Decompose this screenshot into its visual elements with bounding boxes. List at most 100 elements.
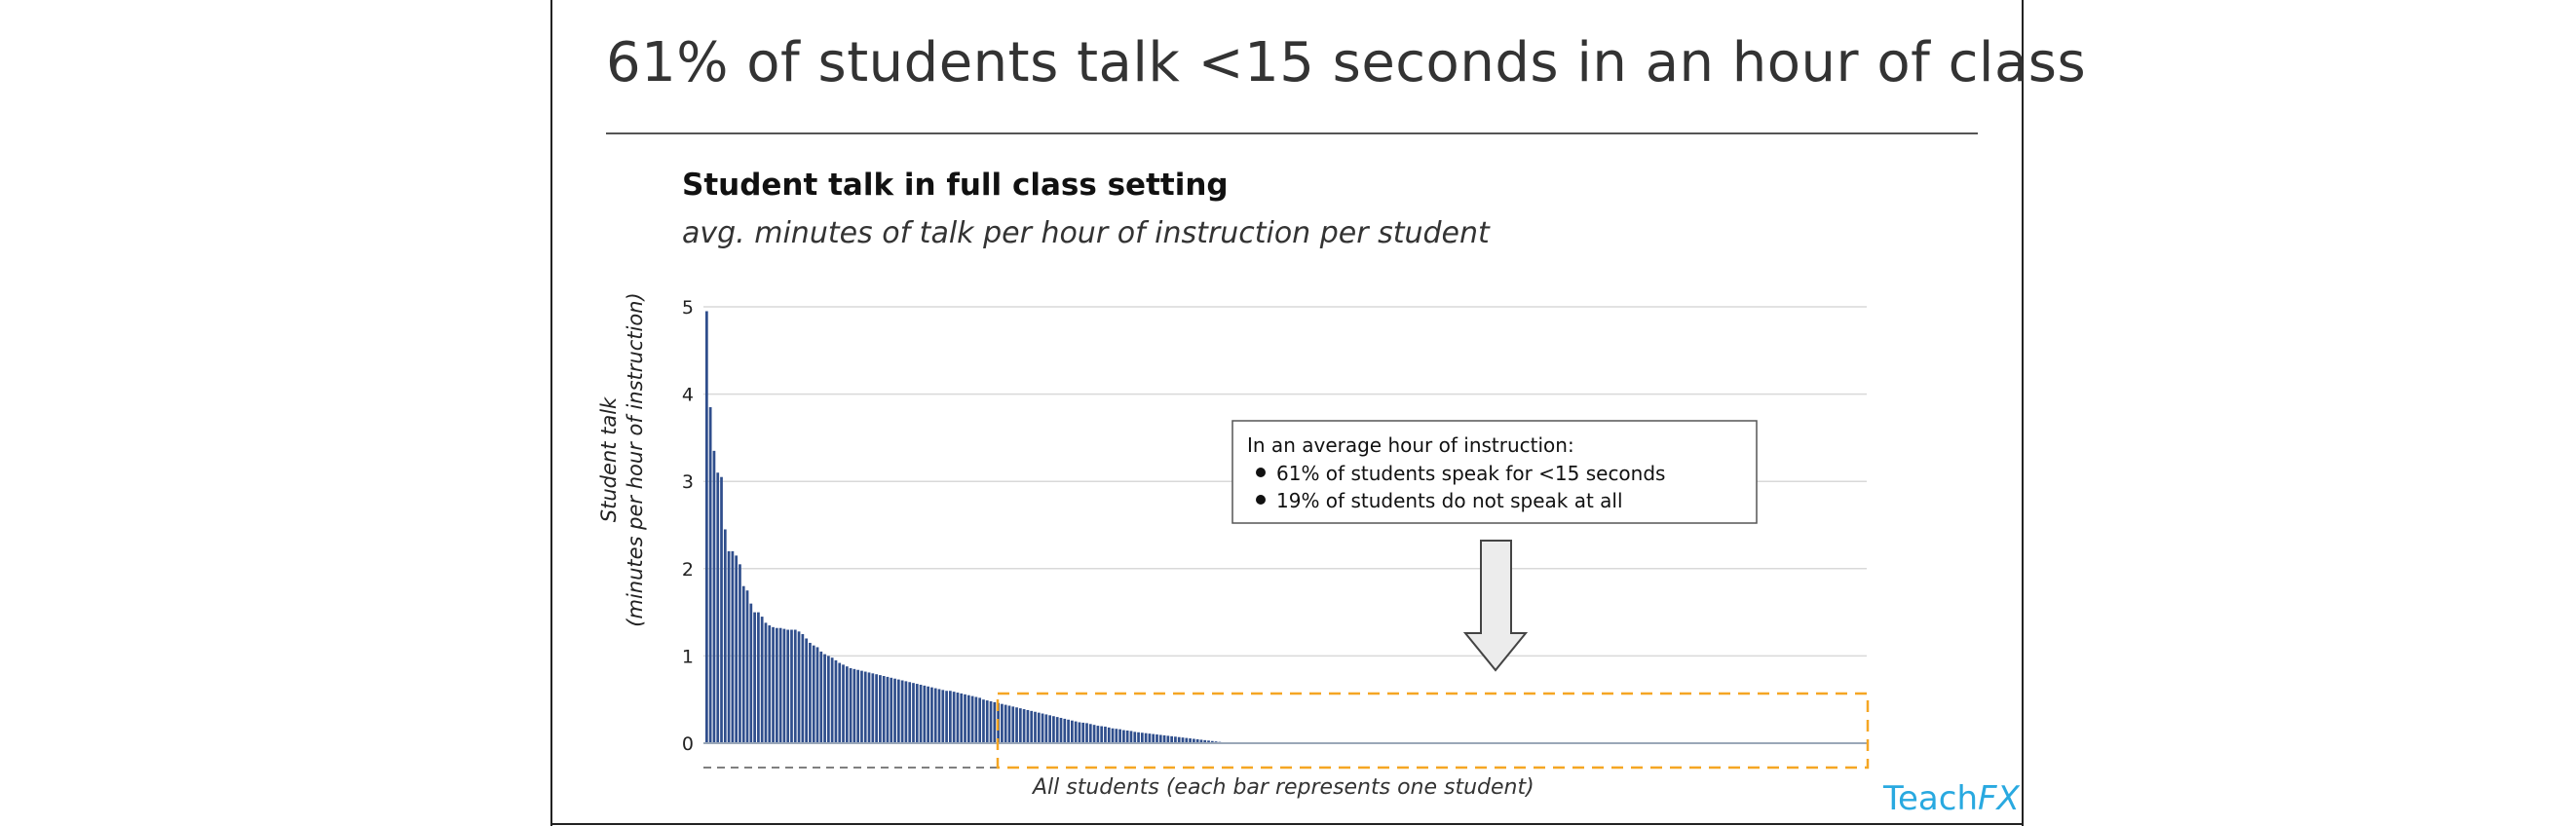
bar	[970, 695, 974, 743]
bar	[757, 612, 760, 743]
y-tick-label: 3	[682, 471, 694, 493]
bar	[1203, 739, 1207, 743]
bar	[863, 671, 867, 743]
bar	[1189, 738, 1192, 743]
bar	[749, 603, 753, 743]
bar	[1030, 710, 1034, 743]
bar	[1125, 731, 1129, 743]
bar	[735, 555, 739, 743]
chart-subtitle: avg. minutes of talk per hour of instruc…	[682, 216, 1490, 250]
bar	[879, 675, 882, 743]
bar	[1140, 732, 1144, 743]
bar	[1011, 706, 1015, 743]
bar	[982, 699, 985, 743]
bar	[775, 627, 778, 743]
bar	[786, 629, 790, 743]
bar	[1026, 709, 1030, 743]
bar	[741, 585, 745, 743]
bar	[790, 629, 793, 743]
bar	[1111, 728, 1115, 743]
bar	[1185, 737, 1189, 743]
slide-border-right	[2022, 0, 2024, 826]
bar	[1158, 734, 1162, 743]
bar	[949, 691, 952, 743]
bar	[960, 693, 964, 743]
y-tick-label: 1	[682, 646, 694, 667]
bar	[1067, 719, 1070, 743]
bar	[1199, 739, 1203, 743]
bar	[731, 550, 735, 743]
bar	[842, 664, 845, 743]
bar	[1181, 737, 1185, 743]
bar	[1074, 721, 1078, 743]
bar	[852, 668, 856, 743]
bar	[1152, 733, 1155, 743]
bar	[1133, 732, 1137, 743]
bar	[1170, 735, 1173, 743]
slide-border-bottom	[550, 823, 2024, 825]
bar	[1207, 740, 1210, 743]
slide-border-left	[550, 0, 552, 826]
bar	[845, 666, 849, 743]
bar	[964, 694, 966, 743]
bar	[768, 625, 772, 743]
bar	[801, 634, 805, 743]
bar	[1195, 738, 1199, 743]
bar	[1092, 725, 1096, 743]
bar	[900, 680, 904, 743]
bar	[867, 672, 871, 743]
bar	[1107, 727, 1111, 743]
logo-text-teach: Teach	[1883, 779, 1978, 818]
bar	[1055, 717, 1059, 743]
bar	[1085, 723, 1088, 743]
title-divider	[606, 132, 1978, 134]
bar	[708, 407, 712, 743]
bar	[1001, 703, 1004, 743]
bar	[834, 659, 838, 743]
bar	[830, 657, 834, 743]
bar	[1210, 740, 1214, 743]
bar	[1193, 738, 1195, 743]
bar	[1044, 714, 1048, 743]
bar	[890, 677, 893, 743]
bullet-icon	[1256, 495, 1266, 505]
bar	[1155, 734, 1158, 743]
bar	[956, 693, 960, 743]
bar	[1115, 729, 1118, 743]
y-tick-label: 4	[682, 385, 694, 406]
bar	[886, 676, 890, 743]
bar	[904, 681, 908, 743]
x-axis-label: All students (each bar represents one st…	[1033, 775, 1534, 800]
bullet-icon	[1256, 468, 1266, 477]
bar	[782, 628, 786, 743]
bar	[974, 696, 978, 743]
y-tick-label: 2	[682, 559, 694, 581]
bar	[1034, 711, 1037, 743]
bar	[856, 669, 860, 743]
bar	[945, 691, 948, 743]
bar	[838, 662, 842, 743]
highlight-region	[996, 692, 1870, 770]
annotation-bullet-1: 61% of students speak for <15 seconds	[1276, 462, 1665, 485]
annotation-heading: In an average hour of instruction:	[1247, 433, 1574, 457]
bar	[1041, 713, 1044, 743]
bar	[1148, 733, 1152, 743]
logo-text-fx: FX	[1978, 779, 2020, 818]
bar	[1174, 736, 1177, 743]
bar	[1100, 726, 1104, 743]
bar	[797, 631, 801, 743]
bar	[720, 476, 723, 743]
bar	[819, 651, 823, 743]
bar	[1177, 736, 1181, 743]
bar	[896, 679, 900, 743]
bar	[937, 689, 941, 743]
chart-title: Student talk in full class setting	[682, 168, 1229, 203]
bar	[919, 684, 923, 743]
bar	[923, 685, 927, 743]
bar	[1022, 709, 1026, 743]
bar	[1007, 705, 1011, 743]
bar	[882, 676, 886, 743]
bar	[871, 673, 875, 743]
bar	[827, 656, 830, 743]
bar	[1015, 707, 1018, 743]
